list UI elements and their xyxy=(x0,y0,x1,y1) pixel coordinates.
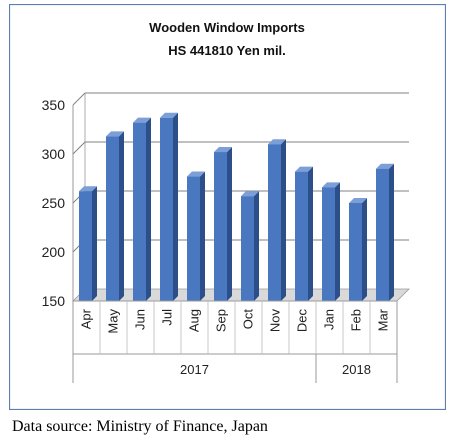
bar-side xyxy=(389,163,394,301)
bar xyxy=(268,144,281,301)
bar-top xyxy=(106,131,124,137)
bar xyxy=(349,203,362,301)
bar-top xyxy=(79,186,97,192)
y-tick-label: 350 xyxy=(42,97,66,113)
bar-top xyxy=(187,171,205,177)
x-tick-label: Mar xyxy=(376,308,391,331)
bar-side xyxy=(227,147,232,301)
chart-frame: Wooden Window Imports HS 441810 Yen mil.… xyxy=(9,4,446,410)
bar xyxy=(187,176,200,301)
bar-top xyxy=(376,163,394,169)
bar-top xyxy=(322,182,340,188)
bar-top xyxy=(214,147,232,153)
bar-top xyxy=(349,198,367,203)
chart-subtitle: HS 441810 Yen mil. xyxy=(168,43,286,58)
bar xyxy=(79,191,92,301)
bar xyxy=(214,152,227,301)
x-tick-label: Jul xyxy=(160,309,175,326)
bar xyxy=(376,168,389,301)
bar-side xyxy=(119,131,124,301)
bar-side xyxy=(281,139,286,301)
bar-side xyxy=(362,198,367,301)
x-tick-label: Nov xyxy=(268,309,283,333)
bar-top xyxy=(241,191,259,197)
x-tick-label: Jun xyxy=(133,309,148,330)
chart-title: Wooden Window Imports xyxy=(149,20,305,35)
y-tick-label: 200 xyxy=(42,244,66,260)
year-label: 2017 xyxy=(180,362,209,377)
gridline-diagonal xyxy=(72,141,86,155)
bar-side xyxy=(92,186,97,301)
y-tick-label: 250 xyxy=(42,195,66,211)
bar-top xyxy=(295,166,313,172)
x-tick-label: May xyxy=(106,309,121,334)
bar xyxy=(106,136,119,301)
bar-side xyxy=(200,171,205,301)
x-tick-label: Oct xyxy=(241,309,256,330)
plot-area: 150 200 250 300 350 Apr May Jun Jul Aug Sep Oct Nov D… xyxy=(42,92,410,383)
x-tick-label: Dec xyxy=(295,309,310,333)
bar-side xyxy=(254,191,259,301)
bar-top xyxy=(160,112,178,118)
chart-svg: Wooden Window Imports HS 441810 Yen mil.… xyxy=(9,4,446,410)
bar-side xyxy=(146,117,151,301)
x-tick-label: Feb xyxy=(349,309,364,331)
bar-top xyxy=(133,117,151,123)
bar-side xyxy=(308,166,313,301)
bar-side xyxy=(173,112,178,302)
x-tick-label: Jan xyxy=(322,309,337,330)
bar xyxy=(133,122,146,301)
y-tick-label: 150 xyxy=(42,293,66,309)
data-source-note: Data source: Ministry of Finance, Japan xyxy=(12,418,268,435)
bar xyxy=(295,171,308,301)
x-tick-label: Sep xyxy=(214,309,229,332)
year-label: 2018 xyxy=(342,362,371,377)
bar xyxy=(241,196,254,301)
x-tick-label: Apr xyxy=(79,308,94,329)
bar xyxy=(322,187,335,301)
bar-side xyxy=(335,182,340,301)
gridline-diagonal xyxy=(72,92,86,106)
x-tick-label: Aug xyxy=(187,309,202,332)
bar xyxy=(160,117,173,302)
y-tick-label: 300 xyxy=(42,146,66,162)
bar-top xyxy=(268,139,286,145)
